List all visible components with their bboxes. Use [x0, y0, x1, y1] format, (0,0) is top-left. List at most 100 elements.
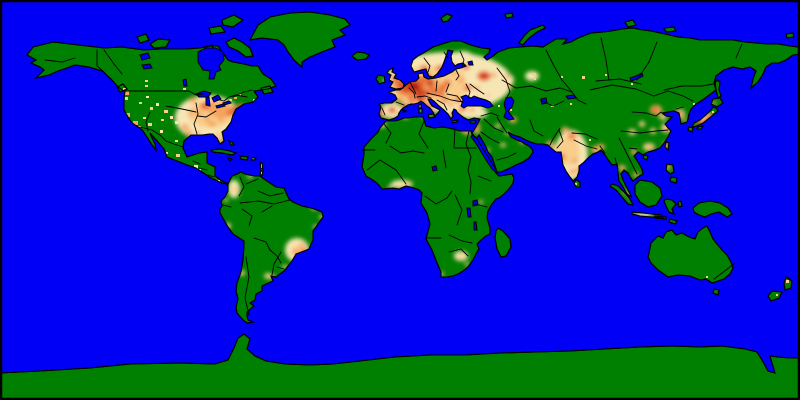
coast-jamaica [226, 157, 234, 162]
heat-cell [143, 117, 146, 119]
heat-blob [400, 100, 406, 104]
heat-cell [570, 103, 572, 105]
coast-antarctica [0, 333, 800, 400]
heat-cell [146, 96, 149, 98]
border-colombia-venezuela [238, 176, 245, 197]
heat-blob [396, 97, 402, 101]
border-nicaragua-costa-rica [207, 174, 215, 178]
coast-moluccas [677, 200, 683, 208]
coast-sicily [427, 113, 436, 119]
sea-great-slave-lake [141, 63, 153, 70]
heat-blob [633, 172, 639, 178]
coast-sulawesi [663, 198, 677, 215]
heat-blob [465, 262, 469, 266]
border-us-canada-west [123, 90, 204, 96]
coast-hokkaido [710, 97, 724, 108]
heat-blob [525, 71, 539, 81]
heat-blob [648, 146, 654, 150]
heat-blob [572, 158, 578, 164]
sea-lake-chad [431, 165, 438, 172]
heat-blob [443, 80, 451, 86]
heat-blob [204, 116, 210, 122]
border-us-mexico [139, 126, 184, 148]
sea-lake-winnipeg [182, 78, 188, 87]
border-india-china [571, 132, 598, 140]
heat-blob [426, 80, 434, 86]
heat-blob [429, 86, 435, 92]
river-nile [465, 130, 472, 195]
river-amur [663, 83, 714, 91]
heat-cell [176, 154, 180, 157]
sea-lake-baikal [629, 72, 644, 82]
border-morocco-algeria [383, 123, 392, 144]
coast-lesser-antilles [259, 161, 264, 177]
heat-cell [164, 110, 168, 113]
coast-severnaya-zemlya [624, 19, 637, 28]
border-central-asia [539, 99, 565, 107]
coast-tasmania [712, 288, 720, 296]
heat-blob [189, 97, 197, 103]
heat-cell [125, 97, 128, 100]
sea-caspian-sea [503, 96, 515, 121]
river-colorado [145, 111, 151, 132]
heat-blob [181, 124, 189, 130]
heat-cell [229, 99, 232, 101]
coast-new-zealand-north [783, 276, 793, 291]
border-norway-sweden [423, 57, 431, 73]
coast-lesser-sunda [654, 215, 667, 220]
coast-greenland [248, 11, 351, 69]
coast-hainan [642, 154, 649, 161]
heat-cell [712, 111, 714, 113]
country-borders [96, 49, 694, 316]
border-india-burma [599, 145, 606, 154]
border-spain-france [395, 101, 405, 106]
river-orinoco [245, 178, 259, 185]
river-congo [424, 190, 453, 205]
border-poland-ukraine [445, 83, 450, 93]
border-iran-afghanistan [529, 119, 544, 137]
heat-blob [652, 107, 658, 113]
coast-corsica [418, 103, 422, 109]
heat-cell [534, 78, 536, 80]
inland-seas [139, 47, 644, 231]
heat-blob [226, 110, 234, 116]
river-amazon [239, 199, 291, 205]
border-kenya-tanzania [474, 203, 488, 208]
heat-blob [500, 143, 506, 147]
coast-sakhalin [714, 79, 722, 99]
coast-sardinia [418, 108, 423, 114]
coast-victoria-island [149, 38, 171, 49]
sea-lake-ontario [222, 100, 232, 106]
heat-cell [693, 103, 695, 105]
heat-blob [224, 198, 228, 202]
border-ukraine-russia [469, 83, 485, 95]
river-ob [545, 49, 573, 93]
heat-blob [495, 124, 501, 128]
border-bolivia-brazil [253, 237, 271, 251]
heat-blob [208, 121, 216, 127]
heat-cell [234, 97, 237, 99]
river-kolyma [735, 43, 743, 59]
border-peru-brazil [241, 208, 253, 227]
border-korea-dmz [675, 106, 684, 110]
border-guatemala-honduras [198, 167, 208, 171]
river-mackenzie [103, 49, 123, 75]
coast-balearics [401, 109, 408, 113]
sea-red-sea [470, 134, 499, 175]
border-uruguay-brazil [276, 266, 285, 270]
coast-ireland [375, 74, 386, 85]
heat-blob [712, 101, 716, 105]
coast-hispaniola [239, 155, 249, 161]
river-mississippi [193, 102, 199, 135]
sea-lake-victoria [472, 199, 479, 207]
sea-lake-malawi [473, 221, 478, 231]
heat-blob [485, 94, 491, 98]
heat-cell [786, 280, 789, 283]
border-china-mongolia [589, 84, 655, 97]
border-us-canada-east [215, 94, 248, 102]
border-alaska-canada [96, 49, 111, 80]
coast-wrangel-island [785, 32, 795, 39]
heat-cell [260, 172, 262, 174]
coast-borneo [634, 179, 663, 208]
